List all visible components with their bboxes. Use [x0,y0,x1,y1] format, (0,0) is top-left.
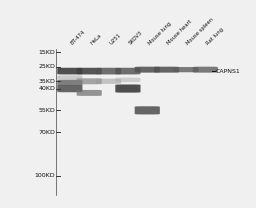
Text: 40KD: 40KD [38,86,55,91]
FancyBboxPatch shape [173,67,199,72]
Text: CAPNS1: CAPNS1 [216,69,241,74]
Text: U251: U251 [109,32,122,46]
Text: 70KD: 70KD [38,130,55,135]
Text: HeLa: HeLa [89,33,102,46]
FancyBboxPatch shape [77,78,102,84]
FancyBboxPatch shape [96,79,121,84]
FancyBboxPatch shape [96,68,121,74]
FancyBboxPatch shape [57,80,82,86]
Text: Mouse heart: Mouse heart [167,19,193,46]
FancyBboxPatch shape [77,68,102,74]
FancyBboxPatch shape [57,85,82,92]
Text: 25KD: 25KD [38,64,55,69]
FancyBboxPatch shape [135,67,160,73]
Text: 100KD: 100KD [35,173,55,178]
Text: Mouse spleen: Mouse spleen [186,17,215,46]
Text: SKOV3: SKOV3 [128,30,144,46]
Text: 35KD: 35KD [38,79,55,84]
Text: BT-474: BT-474 [70,29,86,46]
FancyBboxPatch shape [57,75,82,80]
FancyBboxPatch shape [115,68,141,74]
FancyBboxPatch shape [193,67,218,73]
Text: 15KD: 15KD [39,50,55,55]
FancyBboxPatch shape [115,78,141,82]
FancyBboxPatch shape [77,90,102,96]
Text: Rat lung: Rat lung [205,26,225,46]
Text: Mouse lung: Mouse lung [147,21,172,46]
FancyBboxPatch shape [135,106,160,114]
Text: 55KD: 55KD [39,108,55,113]
FancyBboxPatch shape [154,67,179,73]
FancyBboxPatch shape [57,68,82,74]
FancyBboxPatch shape [115,84,141,93]
